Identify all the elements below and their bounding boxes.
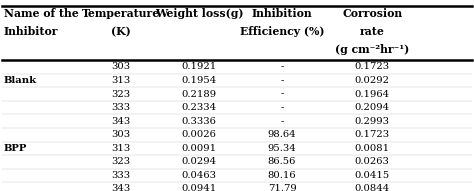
Text: Corrosion: Corrosion xyxy=(342,8,402,19)
Text: -: - xyxy=(280,117,284,126)
Text: (g cm⁻²hr⁻¹): (g cm⁻²hr⁻¹) xyxy=(335,44,409,55)
Text: 323: 323 xyxy=(111,157,130,166)
Text: 343: 343 xyxy=(111,185,130,191)
Text: Weight loss(g): Weight loss(g) xyxy=(155,8,243,19)
Text: (K): (K) xyxy=(111,26,131,37)
Text: 0.0463: 0.0463 xyxy=(182,171,217,180)
Text: 0.0415: 0.0415 xyxy=(355,171,390,180)
Text: 0.0294: 0.0294 xyxy=(182,157,217,166)
Text: 343: 343 xyxy=(111,117,130,126)
Text: Blank: Blank xyxy=(4,76,37,85)
Text: 323: 323 xyxy=(111,90,130,99)
Text: 303: 303 xyxy=(111,130,130,139)
Text: 0.1921: 0.1921 xyxy=(182,62,217,71)
Text: 80.16: 80.16 xyxy=(268,171,296,180)
Text: 0.2189: 0.2189 xyxy=(182,90,217,99)
Text: -: - xyxy=(280,76,284,85)
Text: Temperature: Temperature xyxy=(82,8,160,19)
Text: Name of the: Name of the xyxy=(4,8,79,19)
Text: 0.1964: 0.1964 xyxy=(355,90,390,99)
Text: 0.0091: 0.0091 xyxy=(182,144,217,153)
Text: -: - xyxy=(280,62,284,71)
Text: 0.1723: 0.1723 xyxy=(355,62,390,71)
Text: 0.0026: 0.0026 xyxy=(182,130,217,139)
Text: BPP: BPP xyxy=(4,144,27,153)
Text: 0.0941: 0.0941 xyxy=(182,185,217,191)
Text: 333: 333 xyxy=(111,171,130,180)
Text: Inhibitor: Inhibitor xyxy=(4,26,58,37)
Text: 95.34: 95.34 xyxy=(268,144,296,153)
Text: 303: 303 xyxy=(111,62,130,71)
Text: 0.0263: 0.0263 xyxy=(355,157,390,166)
Text: Efficiency (%): Efficiency (%) xyxy=(240,26,324,37)
Text: 0.0081: 0.0081 xyxy=(355,144,390,153)
Text: 0.2334: 0.2334 xyxy=(182,103,217,112)
Text: 98.64: 98.64 xyxy=(268,130,296,139)
Text: 313: 313 xyxy=(111,76,130,85)
Text: rate: rate xyxy=(360,26,384,37)
Text: 0.1954: 0.1954 xyxy=(182,76,217,85)
Text: Inhibition: Inhibition xyxy=(252,8,312,19)
Text: -: - xyxy=(280,90,284,99)
Text: 0.0844: 0.0844 xyxy=(355,185,390,191)
Text: -: - xyxy=(280,103,284,112)
Text: 0.3336: 0.3336 xyxy=(182,117,217,126)
Text: 86.56: 86.56 xyxy=(268,157,296,166)
Text: 313: 313 xyxy=(111,144,130,153)
Text: 333: 333 xyxy=(111,103,130,112)
Text: 0.1723: 0.1723 xyxy=(355,130,390,139)
Text: 0.0292: 0.0292 xyxy=(355,76,390,85)
Text: 71.79: 71.79 xyxy=(268,185,296,191)
Text: 0.2993: 0.2993 xyxy=(355,117,390,126)
Text: 0.2094: 0.2094 xyxy=(355,103,390,112)
